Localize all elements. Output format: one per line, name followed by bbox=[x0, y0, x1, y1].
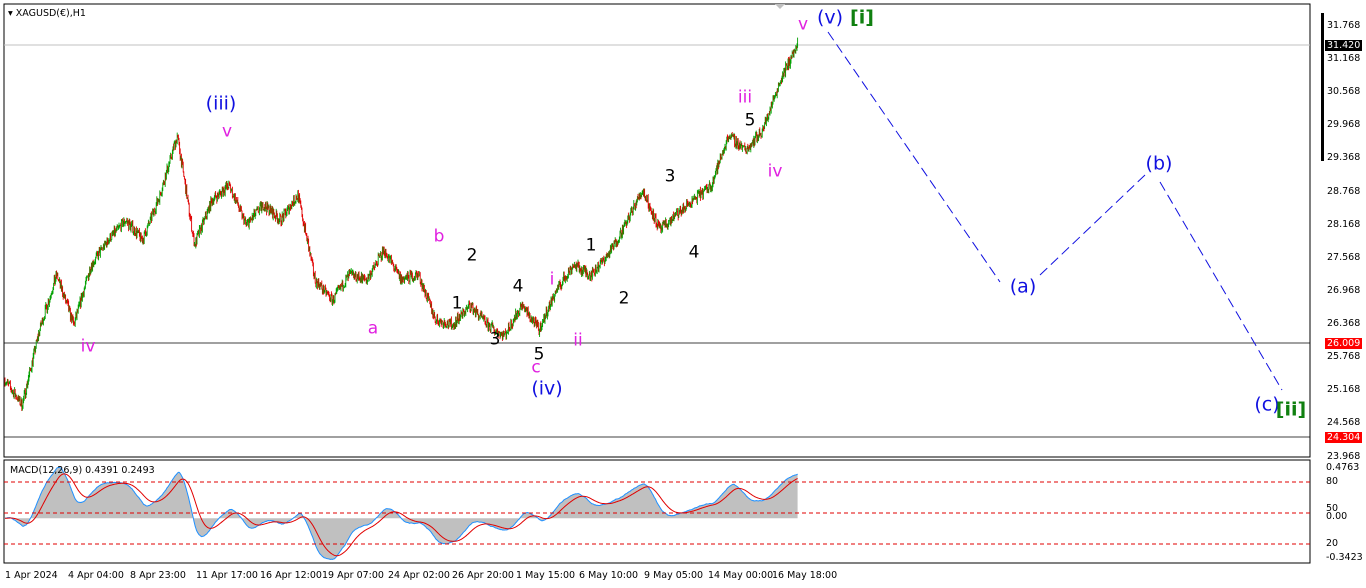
wave-label[interactable]: 1 bbox=[585, 235, 597, 256]
wave-label[interactable]: [i] bbox=[850, 6, 874, 29]
projection-path-2[interactable] bbox=[1039, 174, 1146, 276]
wave-label[interactable]: 2 bbox=[466, 245, 478, 266]
macd-histogram bbox=[5, 467, 798, 560]
y-tick-label: 25.168 bbox=[1327, 384, 1361, 396]
x-tick-label: 19 Apr 07:00 bbox=[322, 570, 384, 581]
wave-label[interactable]: (b) bbox=[1145, 152, 1173, 175]
wave-label[interactable]: i bbox=[549, 269, 555, 290]
x-tick-label: 4 Apr 04:00 bbox=[68, 570, 124, 581]
x-tick-label: 11 Apr 17:00 bbox=[196, 570, 258, 581]
wave-label[interactable]: (a) bbox=[1009, 275, 1037, 298]
wave-label[interactable]: iv bbox=[767, 161, 783, 182]
y-tick-label: 26.968 bbox=[1327, 284, 1361, 296]
y-tick-label: 23.968 bbox=[1327, 450, 1361, 462]
signal-line bbox=[4, 473, 798, 557]
macd-tick-label: 0.4763 bbox=[1326, 462, 1360, 473]
y-tick-label: 31.768 bbox=[1327, 20, 1361, 31]
candles bbox=[4, 37, 799, 411]
y-tick-label: 31.168 bbox=[1327, 53, 1361, 65]
wave-label[interactable]: b bbox=[433, 226, 445, 247]
x-tick-label: 16 May 18:00 bbox=[772, 570, 838, 581]
level-tag-1: 26.009 bbox=[1325, 338, 1363, 349]
wave-label[interactable]: 1 bbox=[451, 293, 463, 314]
wave-label[interactable]: 2 bbox=[618, 288, 630, 309]
x-tick-label: 1 May 15:00 bbox=[516, 570, 576, 581]
wave-label[interactable]: 4 bbox=[688, 242, 700, 263]
x-tick-label: 1 Apr 2024 bbox=[5, 570, 58, 581]
wave-label[interactable]: a bbox=[367, 318, 379, 339]
y-tick-label: 28.768 bbox=[1327, 185, 1361, 197]
x-tick-label: 9 May 05:00 bbox=[644, 570, 704, 581]
wave-label[interactable]: v bbox=[797, 14, 809, 35]
x-tick-label: 8 Apr 23:00 bbox=[130, 570, 186, 581]
wave-label[interactable]: 5 bbox=[744, 110, 756, 131]
macd-tick-label: 50 bbox=[1326, 503, 1339, 514]
scroll-marker bbox=[1321, 13, 1324, 161]
symbol-label: XAGUSD(€),H1 bbox=[15, 8, 86, 19]
level-tag-2: 24.304 bbox=[1325, 432, 1363, 443]
chart-shift-marker[interactable] bbox=[775, 4, 785, 9]
x-tick-label: 24 Apr 02:00 bbox=[388, 570, 450, 581]
macd-tick-label: 20 bbox=[1326, 538, 1339, 549]
macd-tick-label: 80 bbox=[1326, 476, 1339, 487]
wave-label[interactable]: (v) bbox=[816, 6, 844, 29]
wave-label[interactable]: 3 bbox=[664, 166, 676, 187]
y-tick-label: 29.968 bbox=[1327, 119, 1361, 131]
wave-label[interactable]: 3 bbox=[489, 329, 501, 350]
macd-tick-label: 0.00 bbox=[1326, 511, 1348, 522]
wave-label[interactable]: iii bbox=[737, 87, 753, 108]
wave-label[interactable]: 4 bbox=[512, 276, 524, 297]
macd-tick-label: -0.3423 bbox=[1326, 552, 1363, 563]
projection-path-1[interactable] bbox=[827, 31, 1001, 283]
y-tick-label: 27.568 bbox=[1327, 251, 1361, 263]
x-tick-label: 6 May 10:00 bbox=[579, 570, 639, 581]
wave-label[interactable]: 5 bbox=[533, 344, 545, 365]
y-tick-label: 24.568 bbox=[1327, 417, 1361, 429]
x-tick-label: 14 May 00:00 bbox=[708, 570, 774, 581]
wave-label[interactable]: iv bbox=[80, 336, 96, 357]
x-tick-label: 26 Apr 20:00 bbox=[452, 570, 514, 581]
y-tick-label: 29.368 bbox=[1327, 152, 1361, 164]
macd-indicator bbox=[4, 466, 1310, 560]
wave-label[interactable]: (iii) bbox=[205, 92, 237, 115]
x-tick-label: 16 Apr 12:00 bbox=[260, 570, 322, 581]
wave-label[interactable]: [ii] bbox=[1275, 398, 1307, 421]
y-tick-label: 28.168 bbox=[1327, 218, 1361, 230]
wave-label[interactable]: (iv) bbox=[531, 377, 563, 400]
y-tick-label: 30.568 bbox=[1327, 86, 1361, 98]
main-panel bbox=[3, 3, 1311, 458]
wave-label[interactable]: (c) bbox=[1254, 393, 1280, 416]
current-price-tag: 31.420 bbox=[1325, 40, 1363, 51]
y-tick-label: 25.768 bbox=[1327, 351, 1361, 363]
wave-label[interactable]: v bbox=[221, 121, 233, 142]
wave-label[interactable]: c bbox=[531, 357, 541, 378]
wave-label[interactable]: ii bbox=[573, 330, 583, 351]
projection-path-3[interactable] bbox=[1159, 181, 1283, 391]
y-tick-label: 26.368 bbox=[1327, 318, 1361, 330]
chart-title: ▾ XAGUSD(€),H1 bbox=[8, 8, 86, 19]
macd-label: MACD(12,26,9) 0.4391 0.2493 bbox=[10, 465, 155, 476]
